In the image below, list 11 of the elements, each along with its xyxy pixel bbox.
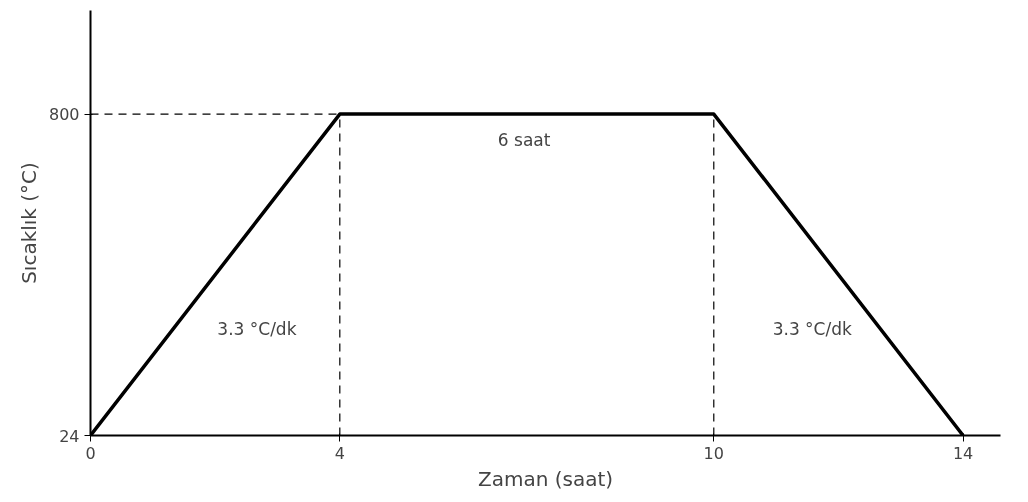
x-tick-label: 10: [703, 443, 724, 463]
y-axis-title: Sıcaklık (°C): [16, 162, 41, 284]
y-tick-label: 24: [59, 426, 80, 446]
x-axis-title: Zaman (saat): [477, 466, 614, 491]
annotation: 3.3 °C/dk: [772, 319, 853, 340]
x-tick-label: 0: [85, 443, 96, 463]
annotation: 3.3 °C/dk: [217, 319, 297, 340]
x-tick-label: 4: [334, 443, 345, 463]
x-tick-label: 14: [952, 443, 974, 463]
annotation: 6 saat: [497, 129, 551, 150]
y-tick-label: 800: [48, 105, 80, 125]
